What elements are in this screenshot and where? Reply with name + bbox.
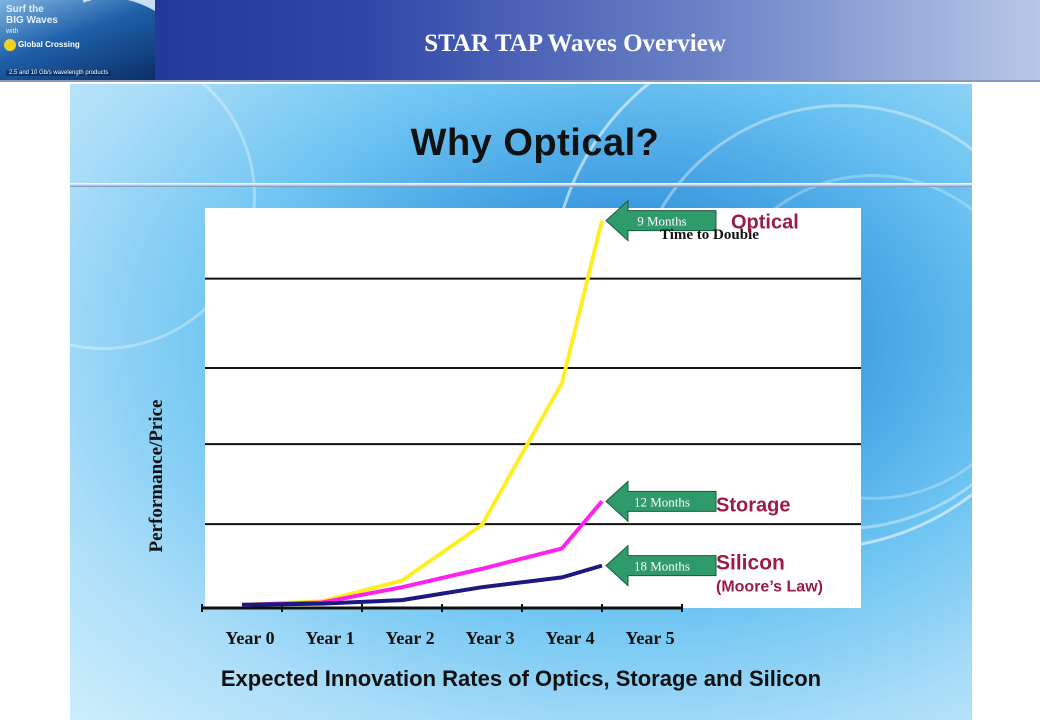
performance-chart: Year 0 Year 1 Year 2 Year 3 Year 4 Year 5 9 M… bbox=[201, 199, 861, 648]
page-title: STAR TAP Waves Overview bbox=[424, 30, 726, 57]
slide-title: Why Optical? bbox=[410, 122, 660, 164]
x-tick-label: Year 4 bbox=[545, 628, 594, 648]
logo-line3: with bbox=[6, 28, 19, 35]
x-tick-label: Year 5 bbox=[625, 628, 674, 648]
series-label: Silicon bbox=[716, 552, 785, 575]
time-to-double-label: 12 Months bbox=[634, 494, 690, 509]
x-tick-label: Year 2 bbox=[385, 628, 434, 648]
plot-area bbox=[205, 208, 861, 608]
chart-subtitle: Expected Innovation Rates of Optics, Sto… bbox=[220, 666, 822, 691]
logo-tagline: 2.5 and 10 Gb/s wavelength products bbox=[6, 70, 112, 76]
globe-icon bbox=[4, 39, 16, 51]
series-label: Optical bbox=[731, 212, 799, 234]
logo-brand: Global Crossing bbox=[18, 40, 80, 49]
title-bar: Surf the BIG Waves with Global Crossing 2… bbox=[0, 0, 1040, 80]
global-crossing-logo: Surf the BIG Waves with Global Crossing 2… bbox=[0, 0, 155, 80]
time-to-double-label: 9 Months bbox=[637, 214, 686, 229]
time-to-double-label: 18 Months bbox=[634, 559, 690, 574]
x-tick-label: Year 1 bbox=[305, 628, 354, 648]
slide-image: Why Optical? Year 0 Year 1 Year 2 Year 3 Yea… bbox=[70, 84, 972, 720]
logo-line2: BIG Waves bbox=[6, 15, 58, 26]
series-sublabel: (Moore’s Law) bbox=[716, 579, 823, 596]
time-to-double-arrow bbox=[605, 544, 717, 587]
series-line-silicon bbox=[241, 563, 603, 607]
time-to-double-arrow bbox=[605, 199, 717, 242]
legend-heading: Time to Double bbox=[660, 227, 759, 243]
y-axis-label: Performance/Price bbox=[146, 399, 167, 553]
header-divider bbox=[0, 80, 1040, 82]
slide-divider bbox=[70, 183, 972, 187]
logo-line1: Surf the bbox=[6, 4, 44, 15]
x-tick-label: Year 0 bbox=[225, 628, 274, 648]
x-tick-label: Year 3 bbox=[465, 628, 514, 648]
series-label: Storage bbox=[716, 494, 790, 516]
time-to-double-arrow bbox=[605, 480, 717, 523]
